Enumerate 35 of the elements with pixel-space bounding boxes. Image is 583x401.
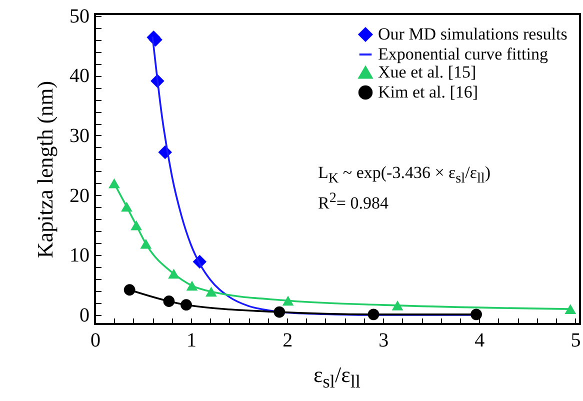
point	[168, 268, 180, 279]
point	[130, 220, 142, 230]
point	[368, 308, 380, 320]
x-tick-label: 4	[474, 330, 485, 352]
y-tick-label: 30	[70, 124, 90, 147]
y-tick-label: 0	[80, 304, 90, 327]
point	[140, 238, 152, 249]
point	[108, 178, 120, 188]
point	[206, 286, 217, 297]
y-tick-label: 50	[70, 5, 90, 28]
legend-label: Our MD simulations results	[378, 24, 568, 44]
y-tick-label: 10	[70, 244, 90, 267]
point	[564, 304, 576, 314]
legend-label: Exponential curve fitting	[378, 44, 548, 64]
x-tick-label: 5	[570, 330, 581, 352]
point	[274, 306, 286, 318]
point	[163, 296, 175, 307]
point	[120, 202, 132, 212]
x-tick-label: 2	[282, 330, 293, 352]
legend-label: Kim et al. [16]	[378, 82, 478, 102]
point	[180, 299, 192, 311]
point	[470, 308, 482, 320]
legend-label: Xue et al. [15]	[378, 62, 476, 82]
y-tick-label: 20	[70, 184, 90, 207]
point	[282, 296, 294, 306]
point	[124, 284, 136, 296]
x-tick-label: 1	[186, 330, 197, 352]
x-axis-title: ε$_{sl}$/ε$_{ll}$	[314, 362, 361, 392]
annotation: L$_{K}$ ~ exp(-3.436 × ε$_{sl}$/ε$_{ll}$)	[318, 163, 491, 188]
y-axis-title: Kapitza length (nm)	[32, 80, 58, 258]
y-tick-label: 40	[70, 65, 90, 88]
point	[186, 280, 198, 291]
point	[392, 300, 404, 310]
annotation: R$^{2}$= 0.984	[318, 190, 389, 214]
x-tick-label: 3	[378, 330, 389, 352]
